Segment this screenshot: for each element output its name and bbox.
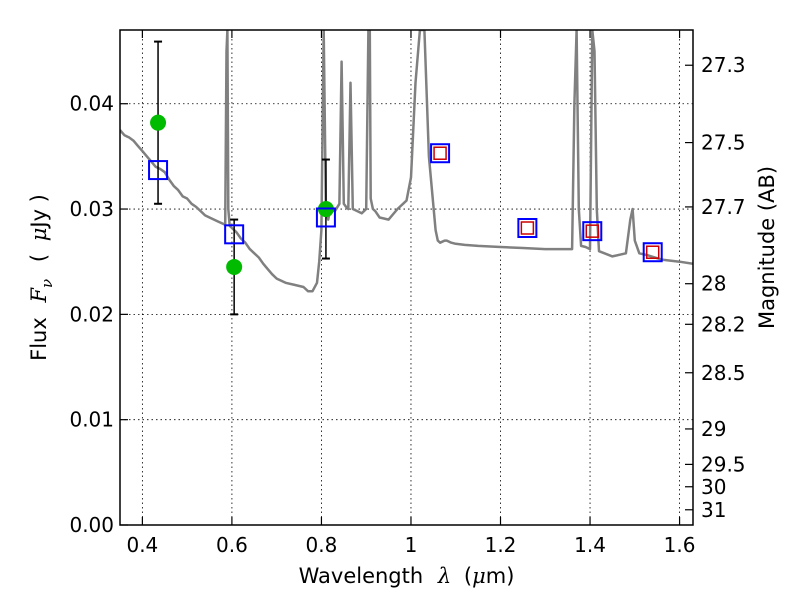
y-axis-label-subscript: ν: [38, 279, 56, 288]
mag-tick-label: 27.3: [701, 53, 746, 77]
model-band-square: [224, 224, 245, 245]
y-axis-label-unit-mu: μ: [27, 228, 51, 242]
model-band-square: [148, 160, 169, 181]
model-band-square: [430, 143, 451, 164]
plot-frame: [119, 29, 694, 526]
mag-tick-label: 31: [701, 498, 726, 522]
x-axis-label-unit-mu: μ: [472, 564, 486, 588]
mag-tick-label: 29.5: [701, 452, 746, 476]
y-axis-label-unit-rest: Jy ): [27, 194, 51, 230]
mag-tick-label: 27.7: [701, 195, 746, 219]
grid-lines: [120, 30, 693, 525]
x-tick-label: 1.4: [574, 533, 606, 557]
y-axis-label-unit-open: (: [27, 254, 51, 262]
tick-labels: 0.4 0.6 0.8 1 1.2 1.4 1.6 0.00 0.01 0.02 0.03 0.04 2…: [69, 53, 745, 557]
model-sed-line: [120, 30, 693, 293]
x-tick-label: 1.6: [664, 533, 696, 557]
model-band-square: [315, 207, 336, 228]
model-band-square: [642, 242, 663, 263]
y-axis-right-label: Magnitude (AB): [755, 166, 779, 329]
x-axis-label: Wavelength λ (μm): [299, 564, 515, 588]
model-band-inner-square: [520, 221, 535, 235]
x-tick-label: 1.2: [485, 533, 517, 557]
x-tick-label: 1: [405, 533, 418, 557]
observed-points-series: [150, 114, 334, 275]
mag-tick-label: 28: [701, 272, 726, 296]
mag-tick-label: 30: [701, 475, 726, 499]
observed-point: [226, 258, 243, 275]
model-band-inner-square: [433, 146, 447, 160]
y-tick-label: 0.01: [69, 408, 114, 432]
model-band-series: [148, 143, 663, 263]
x-tick-label: 0.6: [216, 533, 248, 557]
x-tick-label: 0.8: [306, 533, 338, 557]
model-band-square: [517, 218, 538, 238]
x-tick-label: 0.4: [126, 533, 158, 557]
y-axis-label-symbol: F: [27, 287, 51, 304]
y-tick-label: 0.04: [69, 92, 114, 116]
x-axis-label-symbol: λ: [437, 564, 451, 588]
observed-errorbars: [154, 40, 330, 316]
model-band-square: [582, 221, 603, 242]
mag-tick-label: 28.2: [701, 312, 746, 336]
y-axis-label: Flux Fν ( μJy ): [27, 194, 57, 361]
y-axis-label-text: Flux: [27, 317, 51, 361]
observed-point: [150, 114, 167, 131]
y-tick-label: 0.02: [69, 302, 114, 326]
model-sed-series: [120, 30, 693, 293]
y-tick-label: 0.00: [69, 513, 114, 537]
x-axis-label-unit-rest: m): [486, 564, 515, 588]
mag-tick-label: 27.5: [701, 131, 746, 155]
axis-ticks: [120, 30, 693, 526]
model-band-inner-square: [585, 224, 600, 238]
model-band-inner-square: [645, 245, 660, 259]
x-axis-label-text: Wavelength: [299, 564, 424, 588]
y-tick-label: 0.03: [69, 197, 114, 221]
x-axis-label-unit-open: (: [464, 564, 472, 588]
mag-tick-label: 29: [701, 417, 726, 441]
mag-tick-label: 28.5: [701, 361, 746, 385]
